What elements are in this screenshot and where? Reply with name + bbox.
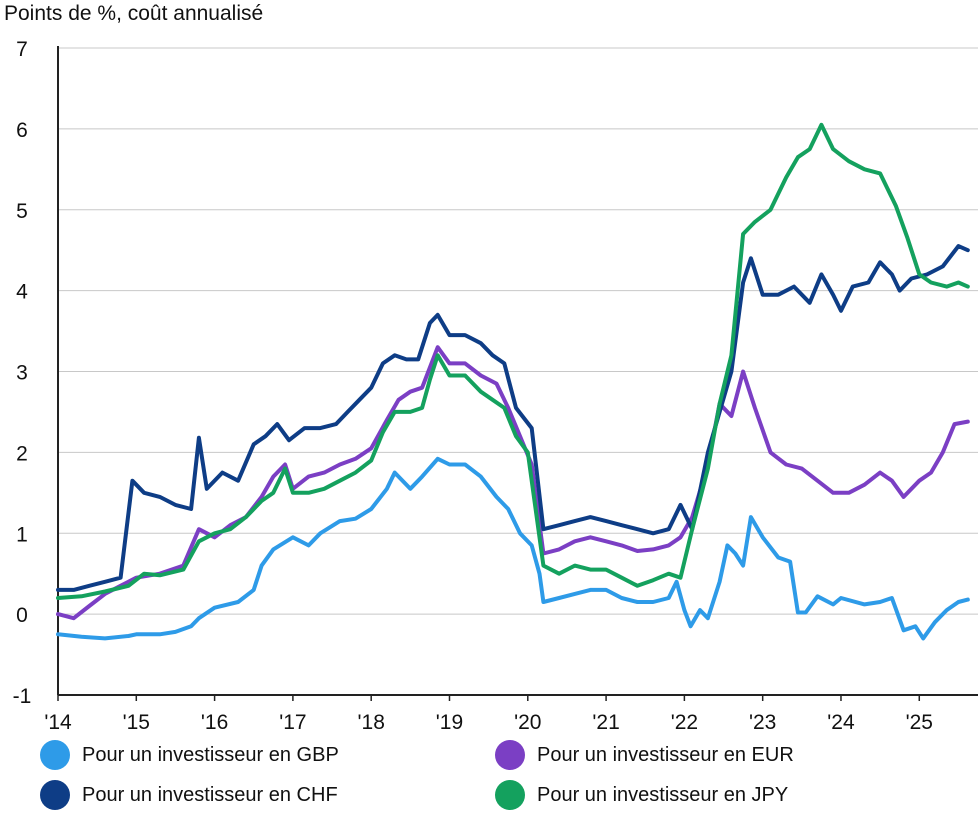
legend-item-gbp: Pour un investisseur en GBP	[40, 740, 339, 770]
x-tick-label: '22	[671, 711, 698, 734]
y-tick-label: 2	[16, 442, 28, 465]
x-tick-label: '25	[906, 711, 933, 734]
x-tick-label: '18	[358, 711, 385, 734]
axis-ticks: -1 0 1 2 3 4 5 6 7 '14 '15 '16 '17 '18 '19 '20 '21 '22 '23…	[13, 38, 933, 734]
legend-swatch-jpy	[495, 780, 525, 810]
x-tick-label: '17	[279, 711, 306, 734]
x-tick-label: '21	[592, 711, 619, 734]
x-tick-label: '14	[44, 711, 72, 734]
y-tick-label: 1	[16, 523, 28, 546]
y-tick-label: 3	[16, 362, 28, 385]
legend-label-jpy: Pour un investisseur en JPY	[537, 783, 789, 806]
x-tick-label: '24	[827, 711, 855, 734]
line-chart: -1 0 1 2 3 4 5 6 7 '14 '15 '16 '17 '18 '19 '20 '21 '22 '23…	[13, 38, 978, 734]
x-tick-label: '23	[749, 711, 776, 734]
y-tick-label: 7	[16, 38, 28, 61]
legend-item-jpy: Pour un investisseur en JPY	[495, 780, 788, 810]
y-tick-label: 6	[16, 119, 28, 142]
legend: Pour un investisseur en GBP Pour un inve…	[40, 740, 970, 814]
y-tick-label: -1	[13, 685, 32, 708]
legend-item-chf: Pour un investisseur en CHF	[40, 780, 338, 810]
legend-swatch-eur	[495, 740, 525, 770]
y-axis-unit-label: Points de %, coût annualisé	[4, 2, 264, 25]
series-lines	[56, 122, 970, 641]
legend-swatch-gbp	[40, 740, 70, 770]
legend-label-gbp: Pour un investisseur en GBP	[82, 743, 339, 766]
series-line-gbp	[56, 456, 970, 641]
y-tick-label: 4	[16, 281, 28, 304]
y-tick-label: 5	[16, 200, 28, 223]
y-tick-label: 0	[16, 604, 28, 627]
series-line-chf	[56, 244, 970, 592]
legend-swatch-chf	[40, 780, 70, 810]
x-tick-label: '16	[201, 711, 228, 734]
x-tick-label: '19	[436, 711, 463, 734]
x-tick-label: '20	[514, 711, 541, 734]
x-tick-label: '15	[123, 711, 150, 734]
legend-label-eur: Pour un investisseur en EUR	[537, 743, 794, 766]
legend-label-chf: Pour un investisseur en CHF	[82, 783, 338, 806]
series-line-jpy	[56, 122, 970, 600]
legend-item-eur: Pour un investisseur en EUR	[495, 740, 794, 770]
